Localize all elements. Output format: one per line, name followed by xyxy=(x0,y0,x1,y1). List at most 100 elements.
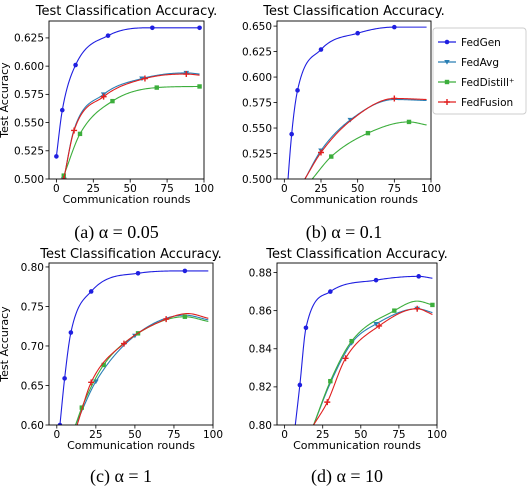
y-tick-label: 0.550 xyxy=(242,123,272,135)
legend-label: FedFusion xyxy=(461,97,513,109)
y-tick-label: 0.70 xyxy=(21,341,44,353)
data-point-feddistillplus xyxy=(430,302,435,308)
data-point-fedgen xyxy=(297,382,303,388)
data-point-feddistillplus xyxy=(79,405,84,410)
x-tick-label: 75 xyxy=(388,183,401,195)
legend-label: FedDistill⁺ xyxy=(461,77,514,89)
y-tick-label: 0.88 xyxy=(249,267,272,279)
data-point-fedgen xyxy=(373,277,379,283)
data-point-fedfusion xyxy=(163,316,170,323)
data-point-fedfusion xyxy=(318,149,324,156)
data-point-fedfusion xyxy=(391,95,398,102)
data-point-fedgen xyxy=(295,88,300,93)
x-tick-label: 25 xyxy=(316,429,329,441)
axes-frame xyxy=(48,262,214,426)
data-point-feddistillplus xyxy=(406,119,412,125)
chart-title: Test Classification Accuracy. xyxy=(39,247,222,262)
data-point-fedfusion xyxy=(88,379,95,386)
series-line-fedfusion xyxy=(76,313,209,425)
y-tick-label: 0.625 xyxy=(242,46,272,58)
data-point-fedgen xyxy=(59,107,65,113)
y-tick-label: 0.75 xyxy=(21,301,44,313)
data-point-feddistillplus xyxy=(110,98,115,104)
data-point-feddistillplus xyxy=(61,173,66,178)
x-axis-label: Communication rounds xyxy=(290,193,418,206)
data-point-fedgen xyxy=(289,131,294,137)
y-tick-label: 0.84 xyxy=(249,344,273,356)
x-tick-label: 75 xyxy=(392,429,405,441)
x-axis-label: Communication rounds xyxy=(67,439,195,452)
data-point-feddistillplus xyxy=(182,314,188,319)
x-tick-label: 0 xyxy=(281,429,288,441)
data-point-fedgen xyxy=(88,289,94,294)
x-tick-label: 100 xyxy=(427,429,447,441)
data-point-fedgen xyxy=(54,154,59,159)
series-line-fedgen xyxy=(55,27,200,157)
y-tick-label: 0.65 xyxy=(21,380,44,392)
series-line-feddistillplus xyxy=(311,121,427,179)
y-tick-label: 0.500 xyxy=(14,174,44,186)
series-line-fedfusion xyxy=(313,308,433,425)
data-point-feddistillplus xyxy=(392,308,397,313)
data-point-fedgen xyxy=(328,289,333,294)
legend-marker xyxy=(444,39,450,45)
data-point-fedfusion xyxy=(141,75,148,82)
series-line-fedavg xyxy=(75,314,209,425)
data-point-fedgen xyxy=(73,62,78,68)
data-point-feddistillplus xyxy=(101,362,106,368)
data-point-fedgen xyxy=(62,376,67,381)
y-tick-label: 0.525 xyxy=(242,148,272,160)
series-line-feddistillplus xyxy=(75,316,209,425)
x-tick-label: 0 xyxy=(53,429,60,441)
series-line-fedavg xyxy=(63,72,200,179)
subfigure-caption: (b) α = 0.1 xyxy=(306,222,383,243)
y-tick-label: 0.600 xyxy=(242,72,272,84)
x-tick-label: 0 xyxy=(281,183,288,195)
legend-marker xyxy=(444,79,450,85)
subplot-2: Test Classification Accuracy. 0 25 50 75 100 0… xyxy=(242,4,445,243)
data-point-fedgen xyxy=(355,30,360,36)
subplot-3: Test Classification Accuracy. 0 25 50 75 100 0… xyxy=(0,247,223,487)
data-point-feddistillplus xyxy=(77,131,83,137)
data-point-fedgen xyxy=(416,274,422,279)
legend-box xyxy=(432,27,527,115)
axes-frame xyxy=(276,20,432,180)
axes-frame xyxy=(48,20,205,180)
y-tick-label: 0.60 xyxy=(21,420,44,432)
data-point-feddistillplus xyxy=(197,84,202,89)
data-point-fedfusion xyxy=(342,355,349,362)
data-point-fedgen xyxy=(57,422,63,425)
subfigure-caption: (d) α = 10 xyxy=(311,466,383,487)
data-point-fedfusion xyxy=(376,322,383,329)
data-point-fedgen xyxy=(197,25,202,31)
x-tick-label: 75 xyxy=(160,183,173,195)
legend-item-fedfusion: FedFusion xyxy=(438,97,513,109)
x-tick-label: 100 xyxy=(203,429,223,441)
legend-item-fedavg: FedAvg xyxy=(438,57,499,69)
x-tick-label: 25 xyxy=(89,429,102,441)
data-point-fedavg xyxy=(373,321,379,327)
legend: FedGen FedAvg FedDistill⁺ FedFusion xyxy=(432,27,527,115)
x-tick-label: 75 xyxy=(167,429,180,441)
x-axis-label: Communication rounds xyxy=(293,439,421,452)
chart-title: Test Classification Accuracy. xyxy=(35,4,218,19)
data-point-fedfusion xyxy=(71,127,78,134)
series-line-fedfusion xyxy=(304,97,427,179)
series-line-fedavg xyxy=(304,98,427,179)
series-line-feddistillplus xyxy=(313,300,433,425)
data-point-feddistillplus xyxy=(349,338,354,344)
data-point-fedavg xyxy=(347,117,354,123)
x-tick-label: 25 xyxy=(87,183,100,195)
x-tick-label: 0 xyxy=(53,183,60,195)
data-point-fedgen xyxy=(105,33,111,38)
series-line-fedgen xyxy=(59,270,209,425)
legend-marker xyxy=(444,99,450,105)
y-tick-label: 0.550 xyxy=(14,117,44,129)
x-axis-label: Communication rounds xyxy=(63,193,191,206)
x-tick-label: 50 xyxy=(124,183,137,195)
plot-area xyxy=(57,268,209,425)
x-tick-label: 100 xyxy=(421,183,441,195)
data-point-feddistillplus xyxy=(154,85,159,90)
legend-item-feddistillplus: FedDistill⁺ xyxy=(438,77,514,89)
